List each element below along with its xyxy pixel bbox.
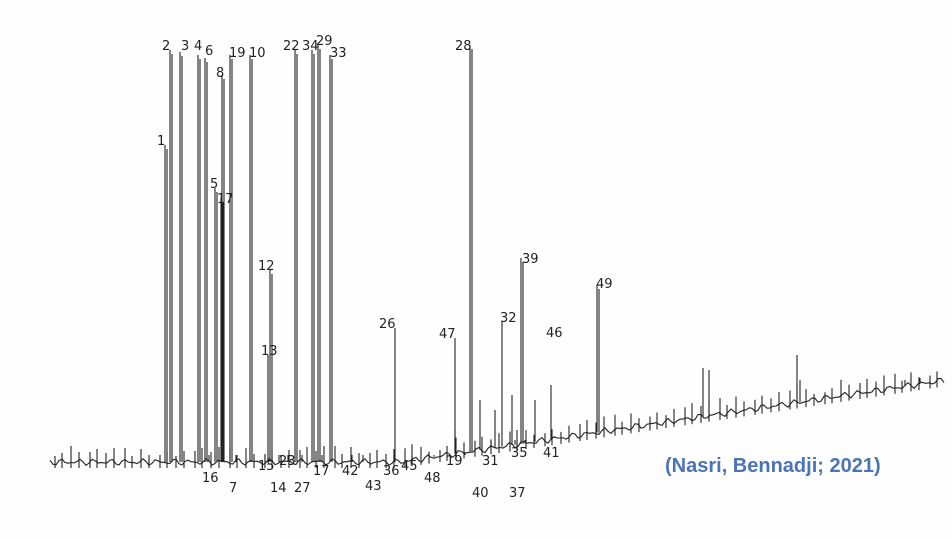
peak-label: 49 [596,277,613,292]
peak-label: 4 [194,39,202,54]
peak-label: 48 [424,471,441,486]
peak-label: 26 [379,317,396,332]
peak-label: 47 [439,327,456,342]
peak-label: 10 [249,46,266,61]
peak-label: 36 [383,464,400,479]
peak-label: 16 [202,471,219,486]
peak-label: 46 [546,326,563,341]
peak-label: 41 [543,446,560,461]
peak-label: 8 [216,66,224,81]
peak-label: 6 [205,44,213,59]
peak-label: 27 [294,481,311,496]
peak-label: 45 [401,459,418,474]
peak-label: 2 [162,39,170,54]
chromatogram: 2346191082234293328151712132647323946491… [0,0,952,539]
peak-label: 39 [522,252,539,267]
peak-label: 23 [279,454,296,469]
peak-label: 1 [157,134,165,149]
peak-label: 42 [342,464,359,479]
peak-label: 28 [455,39,472,54]
peak-label: 31 [482,454,499,469]
peak-label: 3 [181,39,189,54]
peak-label: 19 [229,46,246,61]
peak-label: 37 [509,486,526,501]
peak-label: 12 [258,259,275,274]
peak-label: 5 [210,177,218,192]
peak-label: 17 [313,464,330,479]
peak-label: 33 [330,46,347,61]
peak-label: 7 [229,481,237,496]
peak-label: 13 [261,344,278,359]
peak-label: 17 [217,192,234,207]
peak-label: 40 [472,486,489,501]
citation: (Nasri, Bennadji; 2021) [665,455,881,477]
peak-label: 35 [511,446,528,461]
peak-label: 22 [283,39,300,54]
peak-label: 14 [270,481,287,496]
peak-label: 43 [365,479,382,494]
peak-label: 19 [446,454,463,469]
peak-label: 15 [258,459,275,474]
peak-label: 32 [500,311,517,326]
